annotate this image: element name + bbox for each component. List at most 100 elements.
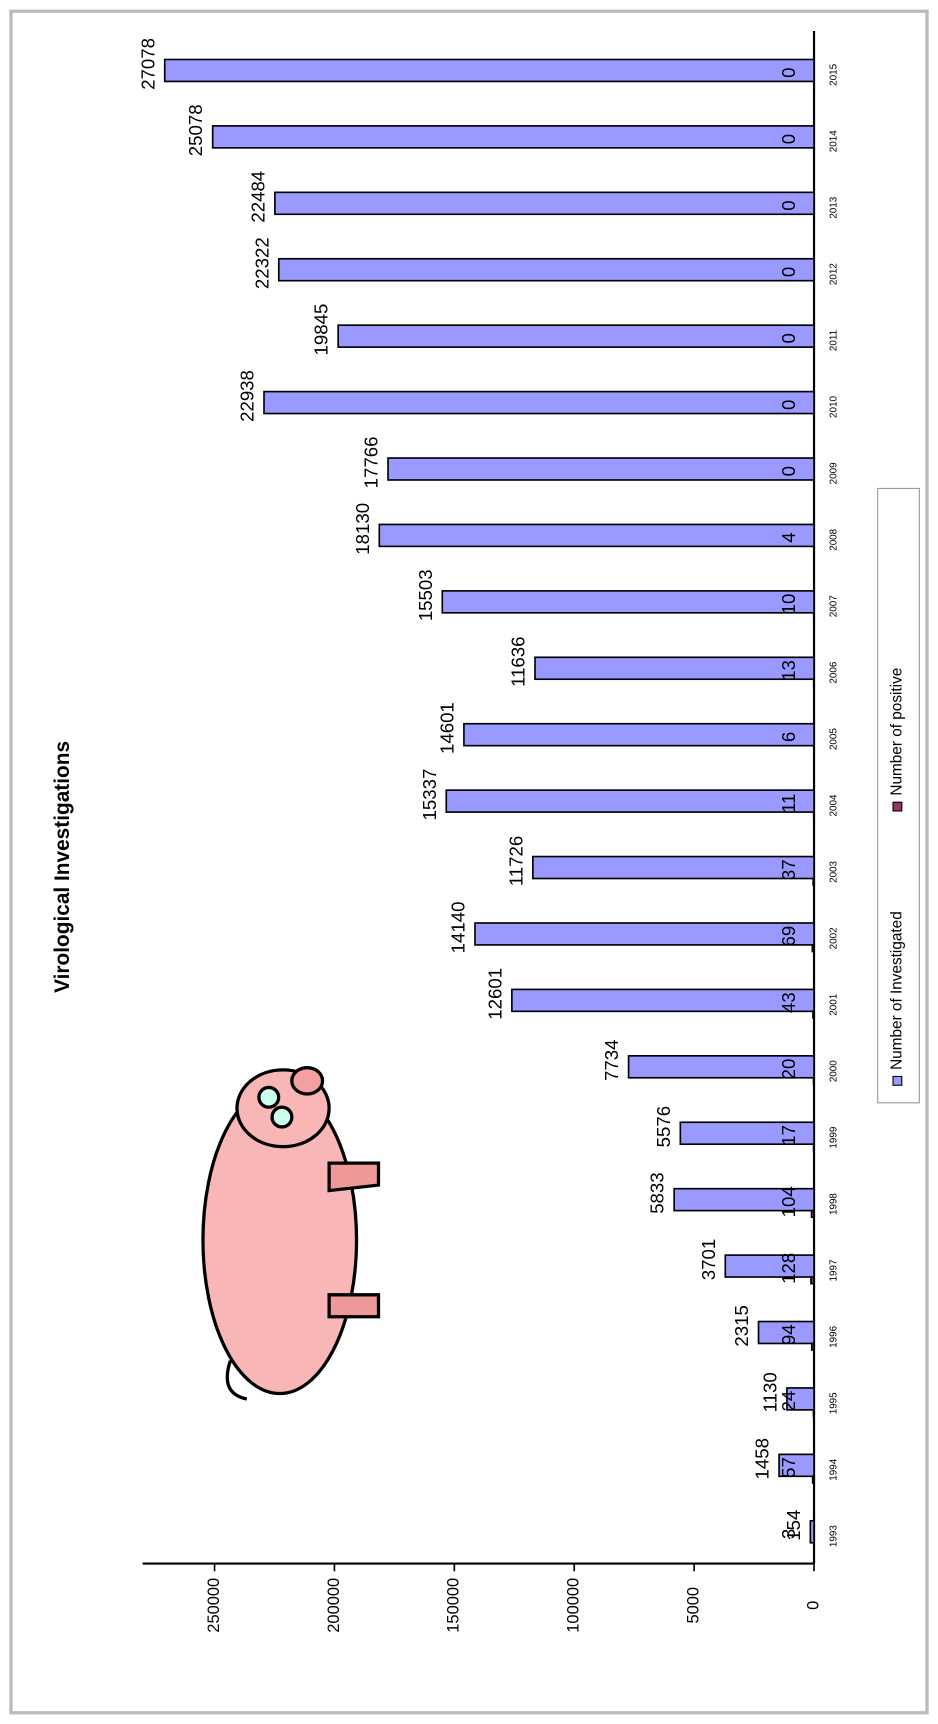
category-label: 2000: [828, 1060, 839, 1082]
data-label: 15337: [419, 769, 440, 821]
data-label: 0: [778, 200, 799, 210]
data-label: 11726: [505, 836, 526, 886]
legend-swatch: [892, 1075, 903, 1086]
investigated-bar: [757, 1320, 815, 1345]
investigated-bar: [724, 1254, 815, 1278]
category-label: 2009: [828, 462, 839, 484]
data-label: 154: [783, 1510, 804, 1541]
category-label: 2015: [828, 63, 839, 85]
category-label: 2001: [828, 994, 839, 1016]
legend: [877, 487, 920, 1104]
value-tick-label: 0: [804, 1601, 822, 1610]
value-tick-label: 250000: [205, 1578, 223, 1633]
data-label: 128: [778, 1253, 799, 1284]
category-label: 1994: [828, 1458, 839, 1480]
investigated-bar: [211, 125, 815, 149]
investigated-bar: [786, 1387, 815, 1411]
data-label: 7734: [601, 1039, 622, 1080]
positive-bar: [811, 1475, 815, 1484]
data-label: 17: [778, 1125, 799, 1146]
data-label: 0: [778, 134, 799, 144]
investigated-bar: [445, 789, 815, 813]
data-label: 6: [778, 732, 799, 742]
investigated-bar: [378, 523, 815, 548]
positive-bar: [810, 1276, 815, 1285]
positive-bar: [810, 1209, 815, 1219]
investigated-bar: [263, 390, 815, 415]
data-label: 0: [778, 400, 799, 410]
data-label: 27078: [137, 38, 158, 90]
data-label: 2315: [731, 1305, 752, 1346]
data-label: 17766: [361, 436, 382, 488]
investigated-bar: [337, 324, 815, 348]
investigated-bar: [627, 1055, 815, 1079]
data-label: 11: [778, 794, 799, 813]
data-label: 1458: [752, 1438, 773, 1479]
category-label: 1993: [828, 1525, 839, 1547]
investigated-bar: [809, 1519, 815, 1544]
value-tick-label: 150000: [445, 1578, 463, 1633]
data-label: 10: [778, 594, 799, 615]
data-label: 3701: [698, 1239, 719, 1280]
category-label: 2010: [828, 395, 839, 417]
data-label: 11636: [508, 636, 529, 686]
frame: [9, 9, 929, 1715]
legend-swatch: [892, 801, 903, 812]
value-tick-label: 5000: [684, 1587, 702, 1624]
positive-bar: [812, 877, 815, 886]
data-label: 37: [778, 859, 799, 880]
category-label: 1996: [828, 1325, 839, 1347]
data-label: 0: [778, 333, 799, 343]
investigated-bar: [277, 257, 815, 282]
data-label: 5576: [653, 1106, 674, 1147]
category-label: 2011: [828, 330, 839, 351]
data-label: 4: [778, 532, 799, 542]
investigated-bar: [274, 191, 815, 216]
data-label: 14140: [448, 901, 469, 953]
investigated-bar: [387, 457, 815, 481]
investigated-bar: [163, 58, 815, 83]
value-tick-label: 100000: [565, 1578, 583, 1633]
data-label: 104: [778, 1186, 799, 1217]
investigated-bar: [673, 1187, 815, 1212]
investigated-bar: [511, 988, 815, 1013]
data-label: 43: [778, 992, 799, 1013]
data-label: 57: [778, 1457, 799, 1478]
positive-bar: [812, 1409, 815, 1418]
investigated-bar: [474, 922, 815, 946]
data-label: 5833: [647, 1172, 668, 1213]
data-label: 19845: [311, 304, 332, 356]
data-label: 22938: [237, 370, 258, 422]
legend-label: Number of positive: [888, 668, 905, 796]
data-label: 22322: [251, 237, 272, 289]
investigated-bar: [679, 1121, 815, 1146]
category-label: 2013: [828, 196, 839, 218]
investigated-bar: [463, 722, 815, 747]
data-label: 18130: [352, 503, 373, 555]
positive-bar: [811, 944, 815, 953]
data-label: 94: [778, 1324, 799, 1345]
data-label: 0: [778, 466, 799, 476]
category-label: 1999: [828, 1126, 839, 1148]
category-label: 2006: [828, 661, 839, 683]
data-label: 20: [778, 1059, 799, 1080]
investigated-bar: [778, 1453, 815, 1478]
legend-label: Number of Investigated: [888, 911, 905, 1070]
data-label: 13: [778, 660, 799, 681]
data-label: 22484: [247, 171, 268, 223]
category-label: 1995: [828, 1392, 839, 1414]
data-label: 25078: [185, 104, 206, 156]
category-label: 2002: [828, 927, 839, 949]
category-label: 1997: [828, 1259, 839, 1281]
category-label: 1998: [828, 1193, 839, 1215]
category-label: 2004: [828, 794, 839, 816]
data-label: 0: [778, 67, 799, 77]
category-label: 2005: [828, 728, 839, 750]
data-label: 3: [778, 1529, 799, 1539]
data-label: 15503: [415, 569, 436, 621]
category-label: 2007: [828, 595, 839, 617]
data-label: 0: [778, 267, 799, 277]
investigated-bar: [534, 656, 815, 681]
category-label: 2014: [828, 130, 839, 152]
